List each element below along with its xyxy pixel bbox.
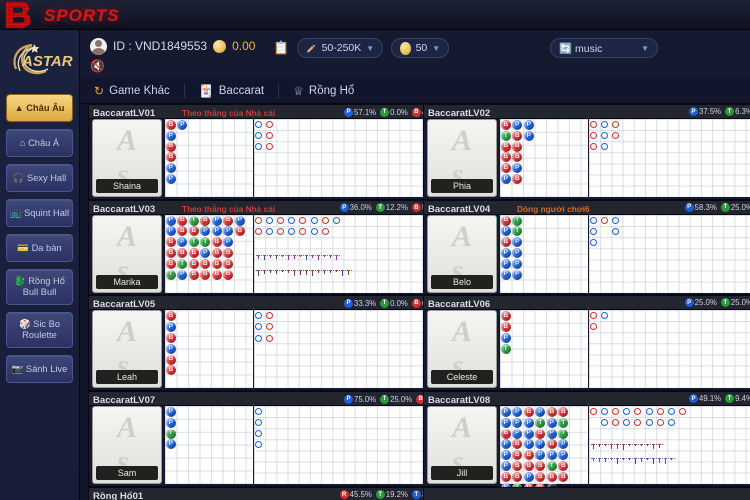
- svg-text:ASTAR: ASTAR: [21, 53, 73, 70]
